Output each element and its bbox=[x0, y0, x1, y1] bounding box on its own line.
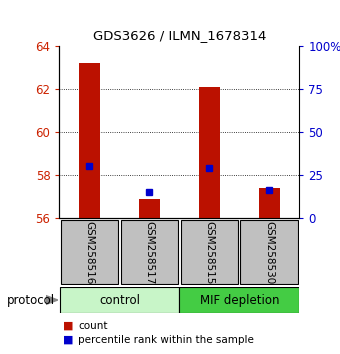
Text: GSM258530: GSM258530 bbox=[264, 221, 274, 284]
Bar bbox=[139, 199, 160, 218]
Bar bbox=[180, 287, 299, 313]
Text: GSM258515: GSM258515 bbox=[204, 221, 214, 284]
Text: GSM258517: GSM258517 bbox=[144, 221, 154, 284]
Text: control: control bbox=[99, 293, 140, 307]
Text: count: count bbox=[78, 321, 108, 331]
Polygon shape bbox=[46, 296, 58, 304]
Bar bbox=[59, 287, 180, 313]
Bar bbox=[61, 220, 118, 284]
Text: ■: ■ bbox=[63, 321, 73, 331]
Text: ■: ■ bbox=[63, 335, 73, 345]
Text: percentile rank within the sample: percentile rank within the sample bbox=[78, 335, 254, 345]
Text: MIF depletion: MIF depletion bbox=[200, 293, 279, 307]
Bar bbox=[240, 220, 298, 284]
Bar bbox=[199, 87, 220, 218]
Text: protocol: protocol bbox=[7, 293, 55, 307]
Text: GSM258516: GSM258516 bbox=[84, 221, 95, 284]
Title: GDS3626 / ILMN_1678314: GDS3626 / ILMN_1678314 bbox=[93, 29, 266, 42]
Bar bbox=[181, 220, 238, 284]
Bar bbox=[259, 188, 280, 218]
Bar bbox=[121, 220, 178, 284]
Bar bbox=[79, 63, 100, 218]
